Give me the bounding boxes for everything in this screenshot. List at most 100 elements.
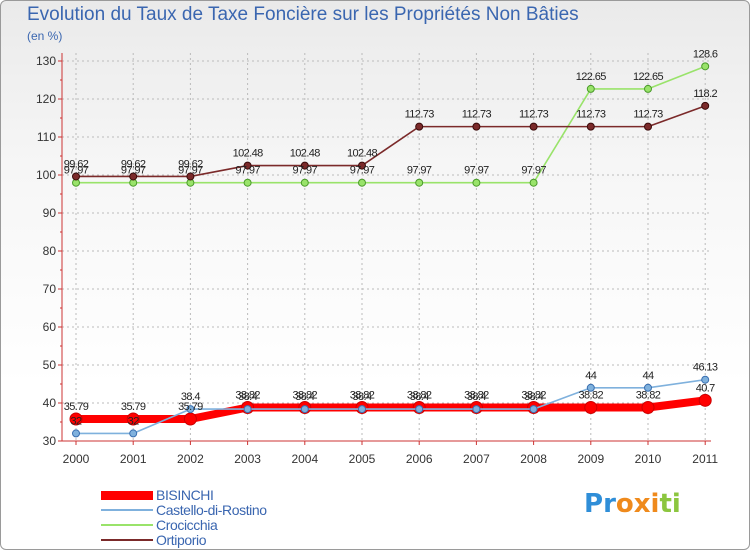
series-line-ortiporio <box>75 105 707 178</box>
data-label-castello-di-rostino: 32 <box>128 415 140 427</box>
line-chart: 30 40 50 60 70 80 90 100 110 120 130 2000 2001 2002 20… <box>36 48 719 466</box>
data-point-ortiporio <box>586 122 595 131</box>
data-label-castello-di-rostino: 44 <box>585 370 597 382</box>
data-label-bisinchi: 38.82 <box>579 389 604 401</box>
logo-letter: i <box>650 489 660 519</box>
data-label-castello-di-rostino: 32 <box>70 415 82 427</box>
logo-letter: t <box>659 489 672 519</box>
logo-letter: x <box>633 489 651 519</box>
data-point-castello-di-rostino <box>644 383 652 392</box>
series-line-castello-di-rostino <box>75 378 707 435</box>
x-tick-label: 2001 <box>120 452 147 466</box>
grid <box>62 53 711 442</box>
data-label-bisinchi: 38.82 <box>464 389 489 401</box>
data-label-castello-di-rostino: 38.4 <box>467 391 486 403</box>
data-point-bisinchi <box>698 393 712 407</box>
data-label-crocicchia: 97.97 <box>407 165 432 177</box>
data-point-castello-di-rostino <box>243 405 252 414</box>
data-label-ortiporio: 102.48 <box>347 148 378 160</box>
legend-label: BISINCHI <box>156 487 214 503</box>
data-label-bisinchi: 38.82 <box>636 389 661 401</box>
series-line-crocicchia <box>75 65 707 184</box>
y-tick-label: 100 <box>36 168 56 182</box>
data-label-ortiporio: 118.2 <box>693 88 717 100</box>
x-tick-label: 2005 <box>349 452 376 466</box>
data-point-bisinchi <box>69 412 83 426</box>
data-label-crocicchia: 122.65 <box>633 71 664 83</box>
data-point-bisinchi <box>641 400 655 414</box>
x-tick-label: 2011 <box>692 452 718 466</box>
y-tick-label: 110 <box>37 130 56 144</box>
data-label-crocicchia: 97.97 <box>350 165 375 177</box>
x-tick-label: 2006 <box>406 452 433 466</box>
y-tick-label: 40 <box>43 396 57 410</box>
data-point-castello-di-rostino <box>129 429 138 438</box>
logo-letter: P <box>584 489 604 519</box>
data-point-ortiporio <box>243 161 252 170</box>
data-label-crocicchia: 97.97 <box>121 165 146 177</box>
data-label-crocicchia: 97.97 <box>235 165 260 177</box>
data-label-crocicchia: 97.97 <box>293 165 318 177</box>
data-point-crocicchia <box>701 62 710 71</box>
data-label-ortiporio: 112.73 <box>519 109 549 121</box>
data-label-castello-di-rostino: 38.4 <box>295 391 314 403</box>
data-label-ortiporio: 112.73 <box>576 109 606 121</box>
data-label-ortiporio: 99.62 <box>64 158 89 170</box>
data-label-castello-di-rostino: 38.4 <box>524 391 543 403</box>
x-tick-label: 2004 <box>291 452 318 466</box>
data-label-bisinchi: 38.82 <box>235 389 260 401</box>
y-tick-label: 50 <box>43 358 57 372</box>
data-point-bisinchi <box>183 412 197 426</box>
data-label-crocicchia: 97.97 <box>178 165 203 177</box>
data-label-ortiporio: 102.48 <box>233 148 264 160</box>
data-point-ortiporio <box>129 172 138 181</box>
legend-label: Castello-di-Rostino <box>156 502 267 518</box>
data-point-ortiporio <box>644 122 652 131</box>
data-point-castello-di-rostino <box>72 429 80 438</box>
data-point-ortiporio <box>300 161 309 170</box>
data-point-ortiporio <box>415 122 424 131</box>
legend-label: Crocicchia <box>156 517 218 533</box>
data-point-castello-di-rostino <box>186 405 195 414</box>
data-label-bisinchi: 38.82 <box>521 389 546 401</box>
data-point-crocicchia <box>586 84 595 93</box>
axes: 30 40 50 60 70 80 90 100 110 120 130 2000 2001 2002 20… <box>36 53 718 466</box>
x-tick-label: 2000 <box>63 452 90 466</box>
data-label-bisinchi: 38.82 <box>407 389 432 401</box>
data-label-castello-di-rostino: 38.4 <box>181 391 200 403</box>
data-label-crocicchia: 97.97 <box>64 165 89 177</box>
data-label-crocicchia: 97.97 <box>521 165 546 177</box>
data-point-castello-di-rostino <box>529 405 538 414</box>
data-point-ortiporio <box>472 122 481 131</box>
data-point-crocicchia <box>358 178 366 187</box>
data-point-crocicchia <box>243 178 252 187</box>
data-label-bisinchi: 38.82 <box>293 389 318 401</box>
data-labels: 35.79 35.79 35.79 38.82 38.82 38.82 38.82 38.82… <box>64 48 719 427</box>
x-tick-label: 2002 <box>177 452 204 466</box>
x-tick-label: 2003 <box>234 452 261 466</box>
proxiti-logo: Proxiti <box>584 489 681 519</box>
data-label-bisinchi: 35.79 <box>64 401 89 413</box>
y-tick-label: 30 <box>43 434 57 448</box>
data-label-ortiporio: 102.48 <box>290 148 321 160</box>
data-point-ortiporio <box>186 172 195 181</box>
chart-title: Evolution du Taux de Taxe Foncière sur l… <box>27 4 579 25</box>
legend-swatch <box>101 490 153 500</box>
data-point-ortiporio <box>701 101 710 110</box>
data-point-bisinchi <box>126 412 140 426</box>
data-label-ortiporio: 99.62 <box>178 158 203 170</box>
data-label-crocicchia: 97.97 <box>464 165 489 177</box>
data-point-castello-di-rostino <box>415 405 424 414</box>
logo-letter: i <box>671 489 681 519</box>
data-label-castello-di-rostino: 46.13 <box>693 362 718 374</box>
y-tick-label: 80 <box>43 244 57 258</box>
y-tick-label: 60 <box>43 320 57 334</box>
legend-swatch <box>101 539 153 541</box>
series-layer <box>69 62 712 438</box>
data-point-castello-di-rostino <box>586 383 595 392</box>
data-point-ortiporio <box>72 172 80 181</box>
logo-letter: o <box>615 489 634 519</box>
data-point-castello-di-rostino <box>358 405 366 414</box>
data-point-crocicchia <box>529 178 538 187</box>
